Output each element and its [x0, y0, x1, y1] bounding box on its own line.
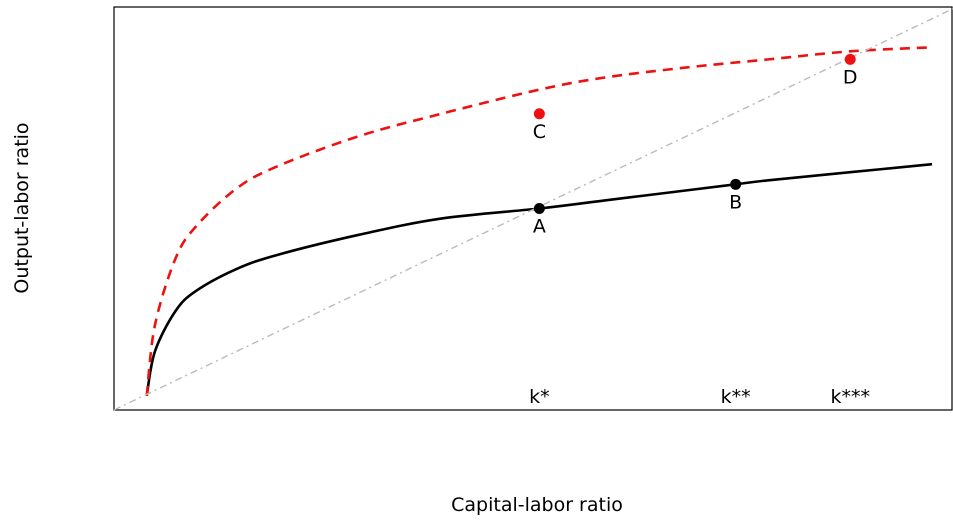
plot-layer — [113, 7, 953, 411]
point-label-c: C — [533, 121, 546, 143]
point-c — [533, 108, 545, 120]
plot-frame — [113, 6, 953, 411]
k-label-1: k* — [529, 386, 550, 408]
y-axis-title: Output-labor ratio — [11, 122, 33, 293]
series-line-dashdot — [113, 7, 953, 411]
k-label-3: k*** — [830, 386, 870, 408]
series-line-solid — [145, 162, 933, 397]
k-label-2: k** — [721, 386, 751, 408]
point-a — [533, 203, 545, 214]
x-axis-title: Capital-labor ratio — [451, 494, 623, 516]
point-label-a: A — [533, 216, 546, 238]
point-d — [844, 53, 856, 65]
point-label-b: B — [729, 191, 742, 213]
label-layer: A B C Dk* k** k*** — [529, 66, 870, 408]
series-line-dashed — [145, 46, 933, 397]
point-b — [730, 178, 742, 190]
point-label-d: D — [843, 66, 858, 88]
